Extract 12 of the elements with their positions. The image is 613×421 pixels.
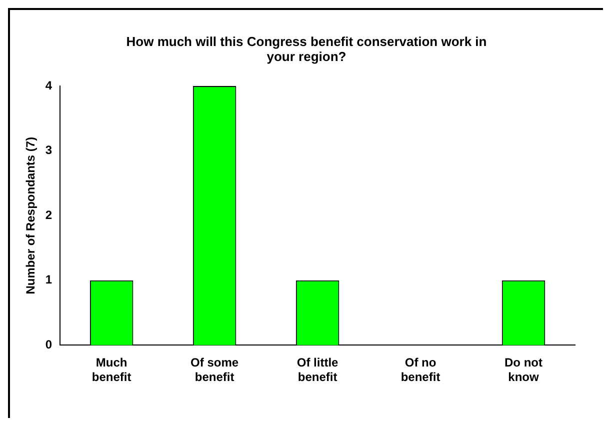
y-tick-label: 0 [45, 338, 52, 352]
y-tick-label: 4 [45, 78, 52, 92]
x-tick-label: Do not know [504, 356, 543, 384]
x-tick-label: Of little benefit [296, 356, 339, 384]
y-tick-label: 1 [45, 272, 52, 287]
x-tick-label: Of no benefit [400, 356, 440, 384]
y-tick-label: 3 [45, 143, 52, 158]
x-tick-label: Of some benefit [190, 356, 239, 384]
x-tick-label: Much benefit [92, 356, 132, 384]
y-tick-label: 2 [45, 208, 52, 222]
chart-title: How much will this Congress benefit conservation work in your region? [125, 33, 488, 64]
y-axis-title: Number of Respondants (7) [24, 136, 38, 294]
